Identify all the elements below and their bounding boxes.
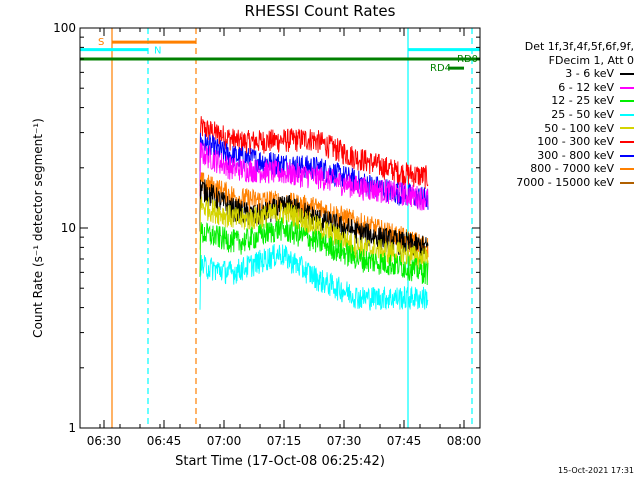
x-tick-label: 07:45 bbox=[387, 434, 422, 448]
legend-swatch bbox=[620, 168, 634, 171]
legend-entry-label: 100 - 300 keV bbox=[537, 135, 614, 149]
flag-layer: S N RD0 RD4 bbox=[80, 28, 480, 428]
legend-header-line-1: Det 1f,3f,4f,5f,6f,9f, bbox=[524, 40, 634, 53]
legend-header-line-2: FDecim 1, Att 0 bbox=[548, 53, 634, 67]
legend-swatch bbox=[620, 140, 634, 143]
x-tick-label: 06:45 bbox=[147, 434, 182, 448]
legend-entry-label: 25 - 50 keV bbox=[551, 107, 614, 121]
legend-swatch bbox=[620, 154, 634, 157]
legend-swatch bbox=[620, 181, 634, 184]
legend-entry-label: 300 - 800 keV bbox=[537, 148, 614, 162]
series-layer bbox=[199, 116, 429, 311]
y-tick-label: 10 bbox=[61, 221, 76, 235]
legend-swatch bbox=[620, 113, 634, 116]
rd4-flag-label: RD4 bbox=[430, 63, 451, 74]
legend-entry: 25 - 50 keV bbox=[482, 108, 634, 122]
x-axis-label: Start Time (17-Oct-08 06:25:42) bbox=[175, 454, 385, 469]
legend-entry-label: 800 - 7000 keV bbox=[530, 162, 614, 176]
legend-entry: 12 - 25 keV bbox=[482, 94, 634, 108]
series-25-50-kev bbox=[199, 243, 429, 311]
legend-entry: 7000 - 15000 keV bbox=[482, 176, 634, 190]
series-6-12-kev bbox=[199, 142, 429, 211]
tick-layer: 06:30 06:45 07:00 07:15 07:30 07:45 08:00 1 10 10… bbox=[53, 21, 481, 448]
legend-entry-label: 7000 - 15000 keV bbox=[516, 175, 614, 189]
x-tick-label: 08:00 bbox=[447, 434, 482, 448]
legend-entry-label: 3 - 6 keV bbox=[565, 67, 614, 81]
series-12-25-kev bbox=[199, 217, 429, 286]
legend-entry: 800 - 7000 keV bbox=[482, 162, 634, 176]
series-50-100-kev bbox=[199, 196, 429, 272]
night-flag-label: N bbox=[154, 46, 161, 57]
x-tick-label: 07:00 bbox=[207, 434, 242, 448]
legend-entry: 300 - 800 keV bbox=[482, 149, 634, 163]
y-tick-label: 1 bbox=[68, 421, 76, 435]
legend-swatch bbox=[620, 100, 634, 103]
legend-entry: 6 - 12 keV bbox=[482, 81, 634, 95]
rd0-flag-label: RD0 bbox=[457, 54, 478, 65]
legend-swatch bbox=[620, 72, 634, 75]
x-tick-label: 07:15 bbox=[267, 434, 302, 448]
timestamp: 15-Oct-2021 17:31 bbox=[558, 466, 634, 475]
legend-entry-label: 50 - 100 keV bbox=[544, 121, 614, 135]
legend-entry-label: 12 - 25 keV bbox=[551, 94, 614, 108]
legend-entry: 100 - 300 keV bbox=[482, 135, 634, 149]
series-100-300-kev bbox=[199, 116, 429, 190]
x-tick-label: 06:30 bbox=[87, 434, 122, 448]
y-tick-label: 100 bbox=[53, 21, 76, 35]
legend-entry: 50 - 100 keV bbox=[482, 122, 634, 136]
y-axis-label: Count Rate (s⁻¹ detector segment⁻¹) bbox=[31, 118, 45, 338]
legend-entry-label: 6 - 12 keV bbox=[558, 80, 614, 94]
x-tick-label: 07:30 bbox=[327, 434, 362, 448]
legend-swatch bbox=[620, 86, 634, 89]
series-300-800-kev bbox=[199, 132, 429, 210]
legend-entry: 3 - 6 keV bbox=[482, 67, 634, 81]
legend: Det 1f,3f,4f,5f,6f,9f, FDecim 1, Att 0 3… bbox=[482, 40, 634, 190]
saa-flag-label: S bbox=[98, 37, 104, 48]
legend-swatch bbox=[620, 127, 634, 130]
chart-title: RHESSI Count Rates bbox=[244, 2, 396, 20]
